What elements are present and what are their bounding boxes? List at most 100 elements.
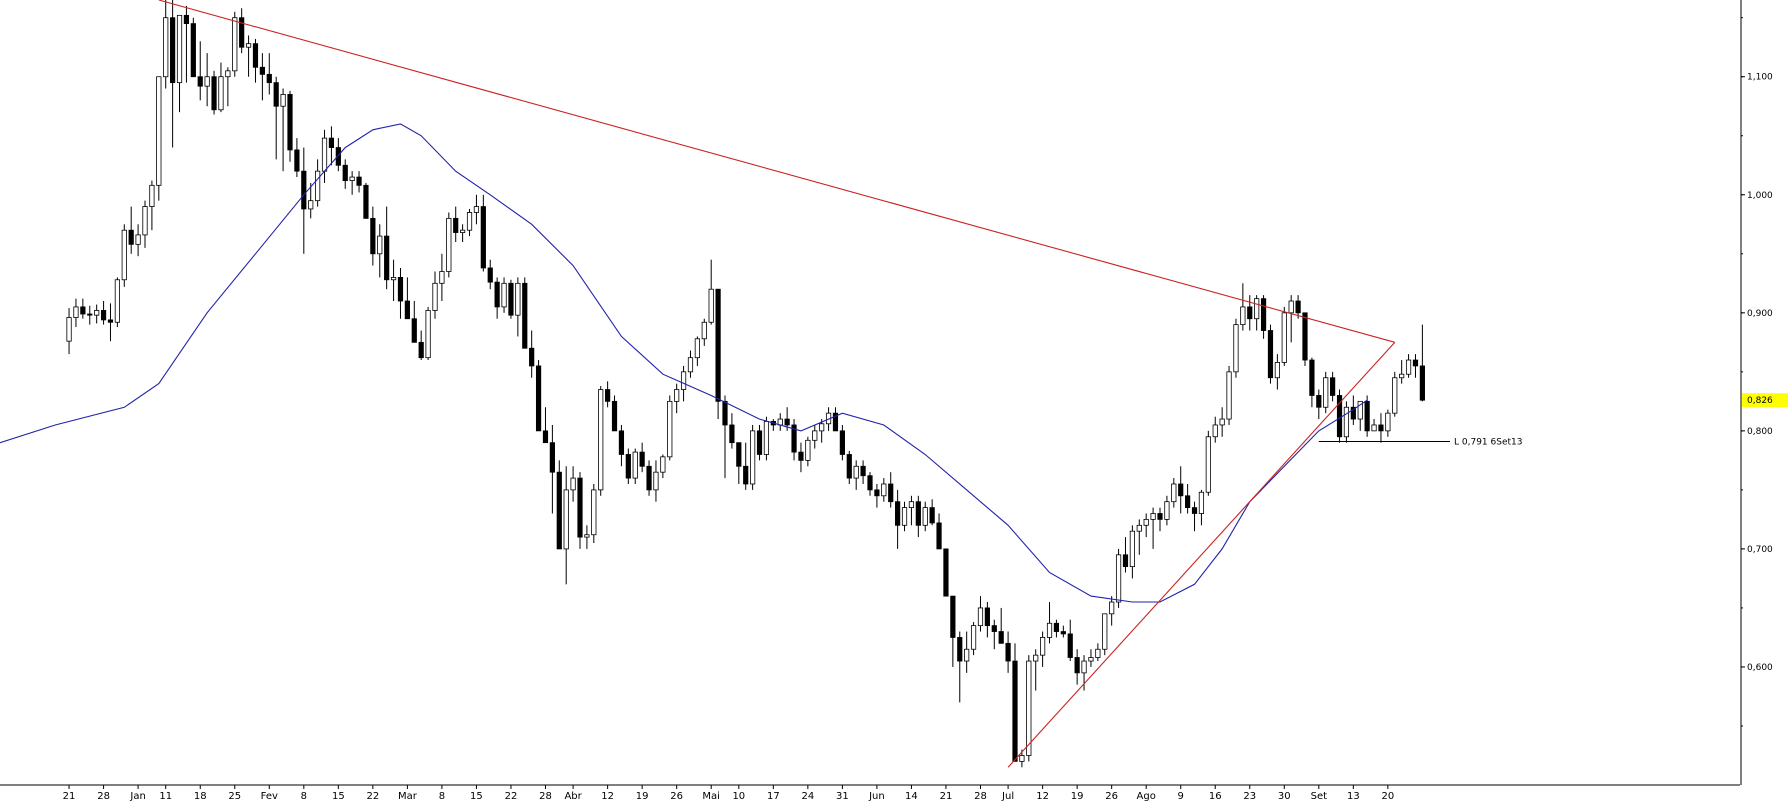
candle-body-down	[832, 412, 839, 432]
candle	[584, 525, 590, 549]
candle	[895, 489, 901, 549]
candle	[377, 224, 383, 278]
candle	[798, 442, 804, 473]
candle-body-down	[508, 282, 514, 316]
candle	[370, 206, 376, 266]
candle	[156, 76, 162, 201]
candle	[363, 182, 369, 219]
candle	[425, 306, 431, 361]
candle	[674, 383, 680, 414]
candle	[687, 350, 694, 378]
candle-body-up	[1219, 418, 1225, 426]
x-tick-label: 26	[670, 791, 683, 802]
candle-body-up	[632, 451, 638, 479]
candle-body-down	[301, 170, 307, 210]
candle	[266, 53, 272, 95]
candle	[611, 395, 618, 432]
overlays-layer: L 0,791 6Set13	[0, 0, 1522, 768]
candle-body-down	[984, 607, 990, 627]
trendline	[158, 0, 1395, 343]
candle-body-down	[929, 507, 935, 524]
candle-body-up	[674, 389, 680, 402]
candle-body-up	[460, 229, 466, 233]
x-tick-label: Fev	[261, 791, 278, 802]
candle	[653, 460, 659, 502]
candle-body-up	[349, 176, 355, 182]
candle	[273, 76, 279, 160]
candle	[977, 596, 984, 632]
candle-body-down	[1378, 424, 1384, 432]
moving-average-line	[0, 123, 1368, 603]
candle-body-up	[687, 357, 694, 373]
candle-body-down	[1350, 406, 1356, 420]
candle-body-down	[294, 149, 300, 172]
candle-body-up	[1226, 371, 1232, 420]
candle-body-down	[1309, 359, 1315, 396]
candle	[1074, 649, 1080, 685]
candle	[480, 194, 486, 272]
candle	[618, 424, 625, 467]
candle	[432, 271, 438, 319]
candle	[950, 595, 956, 667]
candle	[1343, 401, 1350, 443]
candle	[473, 194, 480, 225]
candle	[121, 224, 127, 287]
candle	[750, 424, 756, 490]
candle-body-up	[66, 317, 72, 342]
candle-body-down	[287, 94, 293, 151]
candle-body-up	[591, 489, 597, 536]
x-tick-label: 17	[767, 791, 780, 802]
candle-body-down	[1295, 300, 1301, 314]
x-tick-label: 24	[801, 791, 814, 802]
candle-body-down	[529, 347, 535, 367]
candle-body-up	[439, 271, 445, 284]
x-tick-label: 28	[974, 791, 987, 802]
candle	[1260, 295, 1267, 339]
x-tick-label: 15	[332, 791, 345, 802]
candle	[819, 419, 825, 443]
x-tick-label: 13	[1347, 791, 1360, 802]
candle-body-up	[1357, 400, 1363, 420]
x-tick-label: 16	[1209, 791, 1222, 802]
x-tick-label: 18	[194, 791, 207, 802]
candle-body-up	[73, 306, 79, 318]
candle-body-down	[107, 319, 114, 323]
candle-body-down	[1316, 395, 1322, 408]
candle	[170, 0, 176, 148]
candle-body-down	[957, 637, 963, 662]
candle-body-down	[370, 217, 376, 255]
x-tick-label: 26	[1105, 791, 1118, 802]
candle	[1419, 324, 1425, 402]
candle-body-down	[356, 176, 362, 186]
candle-body-up	[1212, 424, 1218, 438]
candle-body-up	[881, 483, 887, 497]
candle	[1405, 354, 1412, 378]
candle-body-down	[1364, 400, 1370, 432]
candle-body-up	[901, 507, 908, 526]
candle-body-up	[1143, 518, 1149, 526]
candle-body-down	[1053, 622, 1060, 632]
candle-body-up	[1019, 755, 1025, 762]
candle	[1247, 295, 1253, 331]
candle	[176, 14, 183, 113]
candle-body-up	[1371, 424, 1377, 432]
candle-body-down	[860, 465, 866, 477]
candle	[570, 466, 576, 502]
candle-body-up	[1254, 298, 1260, 320]
candle	[321, 129, 328, 183]
candle	[660, 454, 666, 479]
candle	[1171, 478, 1177, 508]
x-tick-label: Mai	[702, 791, 720, 802]
candle	[384, 206, 390, 290]
candle	[190, 17, 196, 78]
y-tick-label: 0,700	[1747, 545, 1773, 555]
candle	[756, 424, 763, 461]
candle	[114, 277, 120, 327]
candle	[805, 436, 811, 467]
candle	[439, 253, 445, 302]
candle	[508, 279, 514, 319]
x-tick-label: 12	[601, 791, 614, 802]
candle-body-down	[80, 306, 86, 315]
candle-body-down	[1178, 483, 1184, 497]
candle-body-down	[556, 471, 562, 550]
